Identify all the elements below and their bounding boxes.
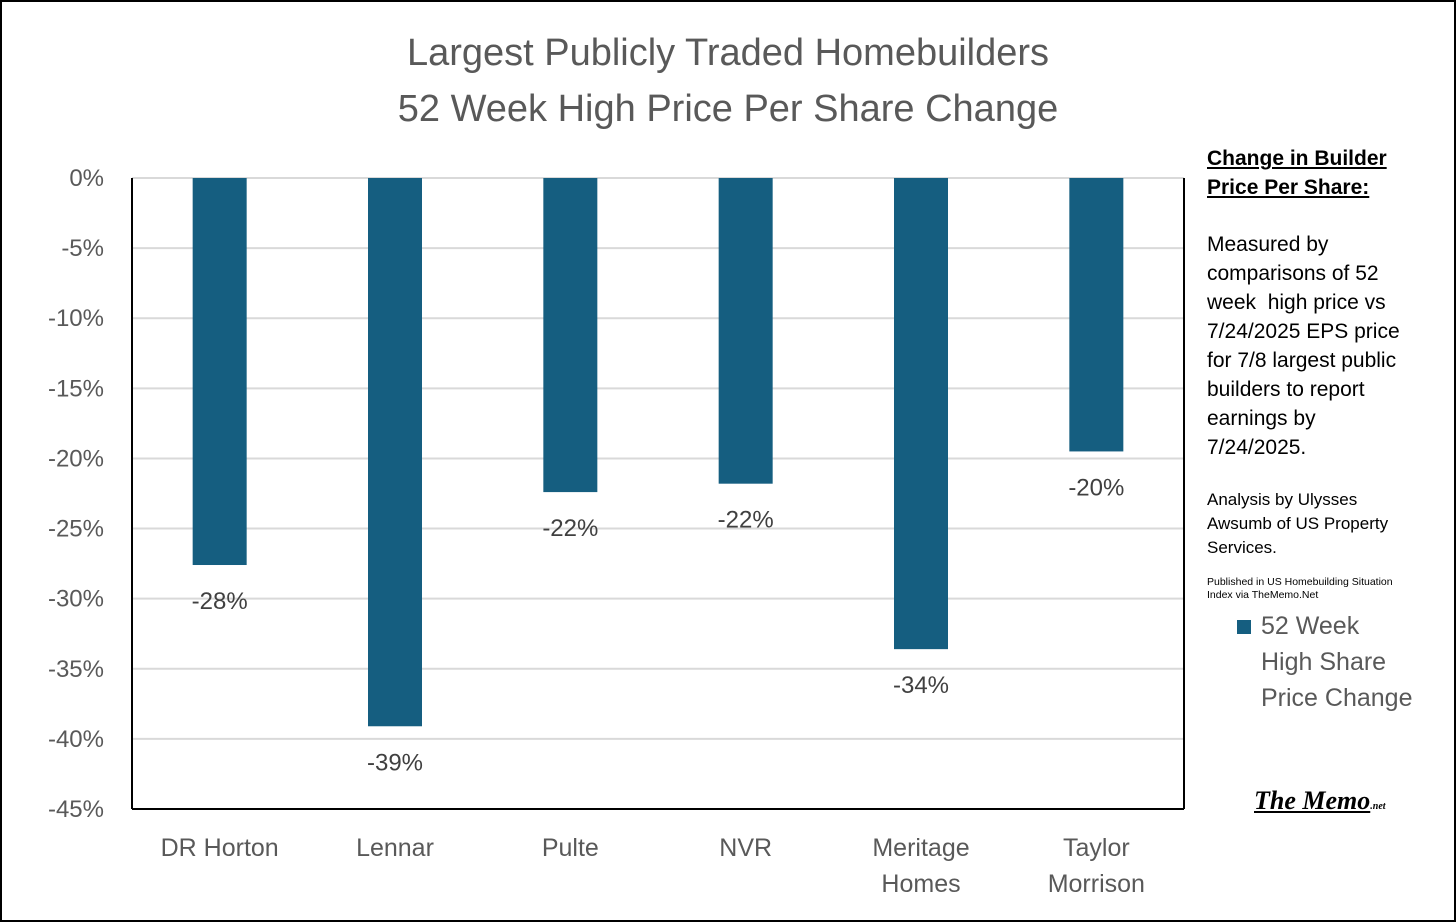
x-tick-label: DR Horton <box>161 834 279 862</box>
y-tick-label: -10% <box>48 305 104 332</box>
sidebar-body-line: week high price vs <box>1207 291 1386 314</box>
sidebar-body-line: for 7/8 largest public <box>1207 349 1397 372</box>
brand-name: The Memo <box>1254 786 1371 815</box>
legend-label-line: High Share <box>1261 648 1387 676</box>
y-tick-label: 0% <box>69 165 104 192</box>
sidebar-analysis-line: Services. <box>1207 538 1277 557</box>
data-label: -22% <box>718 507 774 534</box>
y-tick-label: -15% <box>48 375 104 402</box>
y-tick-label: -30% <box>48 586 104 613</box>
bar <box>718 178 773 484</box>
y-tick-label: -5% <box>61 235 104 262</box>
sidebar-published-line: Published in US Homebuilding Situation <box>1207 576 1393 588</box>
sidebar-analysis-credit: Analysis by Ulysses Awsumb of US Propert… <box>1207 488 1443 560</box>
bar <box>543 178 598 493</box>
y-tick-label: -45% <box>48 796 104 823</box>
x-tick-label: Meritage <box>872 834 969 862</box>
bar <box>192 178 247 566</box>
the-memo-logo: The Memo.net <box>1254 786 1386 816</box>
sidebar-published-line: Index via TheMemo.Net <box>1207 589 1319 601</box>
legend-label: 52 Week High Share Price Change <box>1261 608 1441 716</box>
y-tick-label: -35% <box>48 656 104 683</box>
brand-suffix: .net <box>1370 801 1386 812</box>
sidebar-body-line: Measured by <box>1207 233 1329 256</box>
sidebar-analysis-line: Analysis by Ulysses <box>1207 490 1358 509</box>
data-label: -20% <box>1068 474 1124 501</box>
legend-label-line: Price Change <box>1261 684 1413 712</box>
sidebar-body-line: 7/24/2025. <box>1207 436 1307 459</box>
y-tick-label: -40% <box>48 726 104 753</box>
chart-title-line-2: 52 Week High Price Per Share Change <box>397 88 1059 130</box>
x-tick-label: Pulte <box>542 834 599 862</box>
x-tick-label: Morrison <box>1048 870 1145 898</box>
sidebar-heading-line: Change in Builder <box>1207 147 1387 170</box>
legend-label-line: 52 Week <box>1261 612 1360 640</box>
x-tick-label: Lennar <box>356 834 434 862</box>
sidebar-analysis-line: Awsumb of US Property <box>1207 514 1389 533</box>
sidebar-heading: Change in Builder Price Per Share: <box>1207 144 1443 202</box>
sidebar-body-line: 7/24/2025 EPS price <box>1207 320 1400 343</box>
bar <box>368 178 422 727</box>
data-label: -34% <box>893 672 949 699</box>
sidebar-published-note: Published in US Homebuilding Situation I… <box>1207 576 1443 602</box>
chart-title-line-1: Largest Publicly Traded Homebuilders <box>406 32 1050 74</box>
data-label: -39% <box>367 749 423 776</box>
sidebar-body-line: earnings by <box>1207 407 1316 430</box>
x-tick-label: Homes <box>881 870 960 898</box>
sidebar-heading-line: Price Per Share: <box>1207 176 1370 199</box>
x-tick-label: NVR <box>719 834 772 862</box>
sidebar-body-line: comparisons of 52 <box>1207 262 1379 285</box>
data-label: -28% <box>192 588 248 615</box>
x-tick-label: Taylor <box>1063 834 1130 862</box>
y-tick-label: -25% <box>48 516 104 543</box>
sidebar-body: Measured by comparisons of 52 week high … <box>1207 230 1443 462</box>
bar <box>894 178 948 650</box>
bar <box>1069 178 1124 452</box>
legend-swatch <box>1237 620 1251 634</box>
data-label: -22% <box>542 515 598 542</box>
sidebar-body-line: builders to report <box>1207 378 1365 401</box>
y-tick-label: -20% <box>48 445 104 472</box>
sidebar-notes: Change in Builder Price Per Share: Measu… <box>1207 144 1443 602</box>
